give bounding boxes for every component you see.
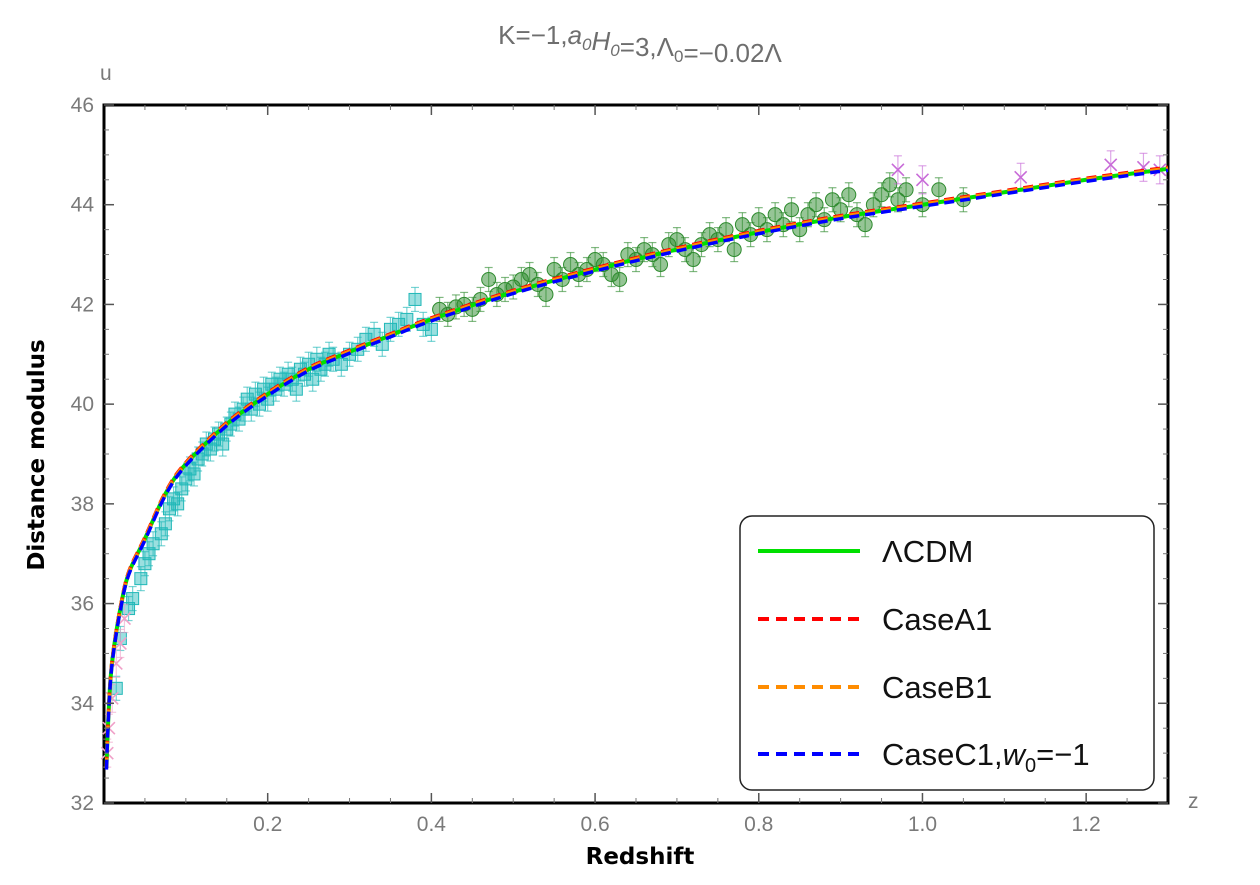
data-point-cross xyxy=(891,163,905,177)
data-point-square xyxy=(162,502,176,516)
x-tick-label: 1.0 xyxy=(908,813,937,836)
data-point-square xyxy=(424,322,438,336)
data-point-square xyxy=(179,472,193,486)
data-point-cross xyxy=(1014,170,1028,184)
data-point-circle xyxy=(874,187,890,203)
legend-box xyxy=(739,515,1155,791)
data-point-circle xyxy=(808,197,824,213)
data-point-circle xyxy=(931,182,947,198)
data-point-cross xyxy=(1104,158,1118,172)
data-point-square xyxy=(289,382,303,396)
data-point-circle xyxy=(767,207,783,223)
data-point-square xyxy=(126,592,140,606)
chart-title: K=−1,a0H0=3,Λ0=−0.02Λ xyxy=(498,20,782,68)
x-tick-label: 1.2 xyxy=(1072,813,1101,836)
data-point-circle xyxy=(653,257,669,273)
axis-ticks: 0.2 0.4 0.6 0.8 1.0 1.2 32 34 36 38 40 42 44 46 xyxy=(71,94,1168,836)
y-tick-label: 40 xyxy=(71,393,94,416)
y-tick-label: 36 xyxy=(71,593,94,616)
data-point-square xyxy=(142,547,156,561)
y-tick-label: 42 xyxy=(71,293,94,316)
data-point-square xyxy=(167,492,181,506)
data-point-circle xyxy=(522,267,538,283)
x-tick-label: 0.4 xyxy=(417,813,447,836)
legend-label: ΛCDM xyxy=(882,534,973,569)
data-point-square xyxy=(154,527,168,541)
data-point-circle xyxy=(481,272,497,287)
x-tick-label: 0.6 xyxy=(580,813,609,836)
data-point-square xyxy=(334,357,348,371)
data-point-circle xyxy=(612,272,628,287)
y-tick-label: 34 xyxy=(71,692,95,715)
data-point-circle xyxy=(824,192,840,208)
x-axis-letter: z xyxy=(1188,790,1199,813)
data-point-circle xyxy=(726,242,742,258)
legend-label: CaseB1 xyxy=(882,670,992,705)
x-tick-label: 0.8 xyxy=(744,813,773,836)
legend-label: CaseC1,w0=−1 xyxy=(882,737,1090,777)
y-tick-label: 32 xyxy=(71,792,94,815)
data-point-circle xyxy=(898,182,914,198)
legend-label: CaseA1 xyxy=(882,602,992,637)
data-point-square xyxy=(408,292,422,306)
data-point-square xyxy=(400,312,414,326)
data-point-circle xyxy=(546,262,562,278)
data-point-circle xyxy=(784,202,800,218)
y-tick-label: 38 xyxy=(71,493,94,516)
data-point-circle xyxy=(734,217,750,233)
series-line-casec1w01 xyxy=(104,168,1169,770)
x-tick-label: 0.2 xyxy=(253,813,282,836)
data-point-square xyxy=(138,557,152,571)
y-tick-label: 46 xyxy=(71,94,94,117)
model-curves xyxy=(104,165,1169,770)
data-point-circle xyxy=(841,187,857,203)
data-point-circle xyxy=(563,257,579,273)
y-axis-letter: u xyxy=(100,62,112,85)
x-axis-title: Redshift xyxy=(586,844,695,870)
data-point-circle xyxy=(538,286,554,302)
data-point-circle xyxy=(882,177,898,193)
data-point-circle xyxy=(857,217,873,233)
data-point-square xyxy=(306,372,320,386)
data-point-cross xyxy=(915,173,930,187)
data-point-square xyxy=(146,537,160,551)
y-axis-title: Distance modulus xyxy=(24,339,50,570)
legend: ΛCDM CaseA1 CaseB1 CaseC1,w0=−1 xyxy=(739,515,1155,791)
y-tick-label: 44 xyxy=(71,194,95,217)
data-point-circle xyxy=(685,252,701,268)
data-point-circle xyxy=(751,212,767,228)
data-point-square xyxy=(175,482,189,496)
